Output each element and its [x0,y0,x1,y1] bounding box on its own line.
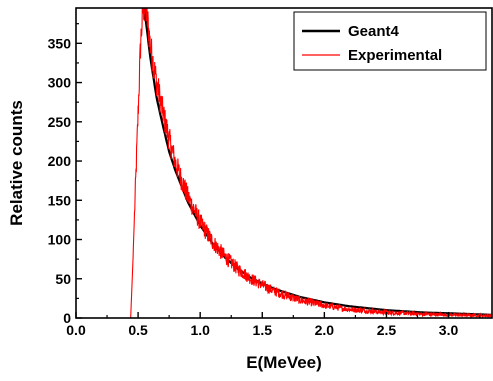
y-tick-label: 350 [48,35,72,51]
x-tick-label: 2.0 [315,322,335,338]
y-tick-label: 250 [48,114,72,130]
series-layer [76,8,492,318]
y-tick-label: 150 [48,192,72,208]
x-tick-label: 2.5 [377,322,397,338]
legend-label-geant4: Geant4 [348,23,400,40]
y-axis-title: Relative counts [7,100,26,226]
x-tick-label: 3.0 [439,322,459,338]
plot-frame [75,7,493,319]
x-tick-label: 0.0 [66,322,86,338]
x-axis-title: E(MeVee) [246,353,322,372]
x-tick-label: 0.5 [128,322,148,338]
y-tick-label: 0 [63,310,71,326]
series-line-experimental [76,8,492,318]
legend-box [293,11,487,71]
y-tick-label: 300 [48,75,72,91]
y-tick-label: 200 [48,153,72,169]
x-tick-label: 1.0 [190,322,210,338]
y-tick-label: 100 [48,232,72,248]
axes-layer [75,7,493,319]
x-tick-label: 1.5 [253,322,273,338]
legend-label-experimental: Experimental [348,47,442,64]
ticks-layer: 0.0 0.5 1.0 1.5 2.0 2.5 3.0 0 50 100 150 200 250 300 3… [48,23,481,338]
y-tick-label: 50 [55,271,71,287]
legend: Geant4 Experimental [293,11,487,71]
